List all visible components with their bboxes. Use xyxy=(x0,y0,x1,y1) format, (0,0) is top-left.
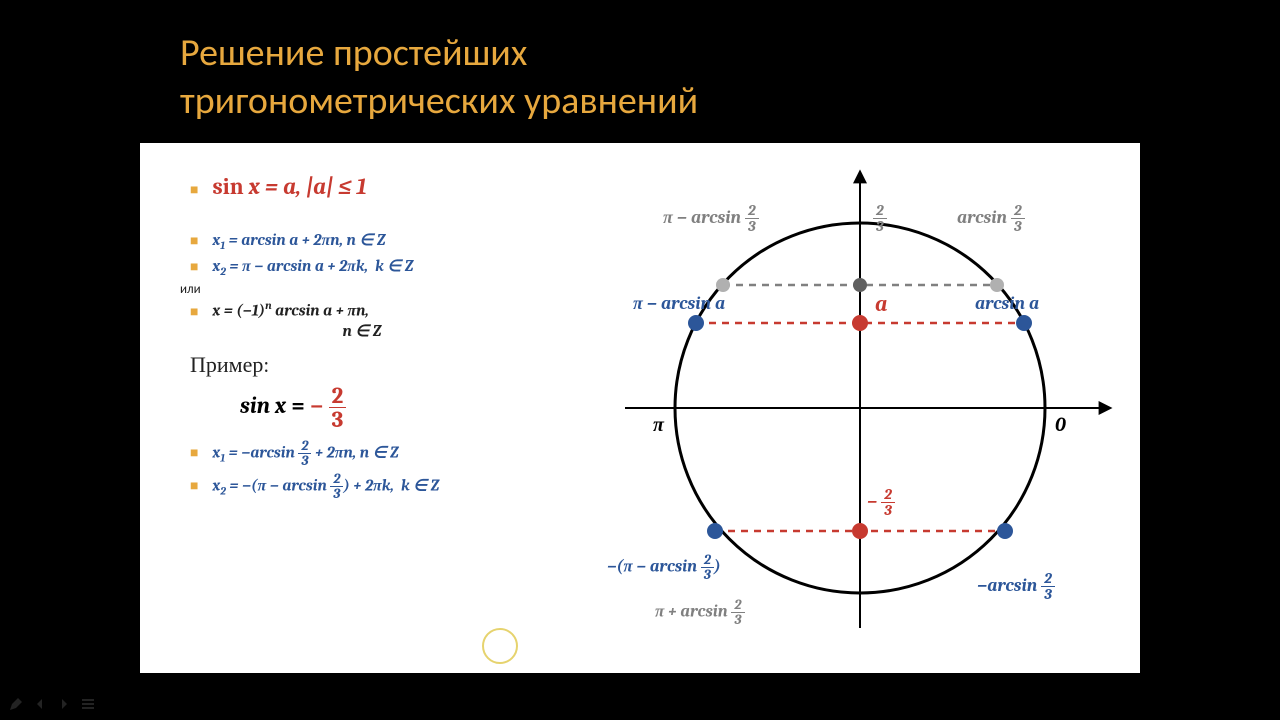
point-a-center-red xyxy=(852,315,868,331)
example-x2-row: ■ x2 = −(π − arcsin 23) + 2πk, k ∈ Z xyxy=(190,472,620,501)
slide-content: ■ sin x = a, |a| ≤ 1 ■ x1 = arcsin a + 2… xyxy=(140,143,1140,673)
bullet-icon: ■ xyxy=(190,303,198,319)
formula-x2-row: ■ x2 = π − arcsin a + 2πk, k ∈ Z xyxy=(190,256,620,278)
bullet-icon: ■ xyxy=(190,181,198,197)
bullet-icon: ■ xyxy=(190,258,198,274)
label-minus-arcsin-23: −arcsin 23 xyxy=(977,571,1055,602)
label-axis-zero: 0 xyxy=(1055,413,1066,436)
menu-icon[interactable] xyxy=(80,696,96,712)
bullet-icon: ■ xyxy=(190,232,198,248)
point-lower-center-red xyxy=(852,523,868,539)
title-line1: Решение простейших xyxy=(180,30,527,76)
example-x1: x1 = −arcsin 23 + 2πn, n ∈ Z xyxy=(212,439,398,468)
slide: Решение простейших тригонометрических ур… xyxy=(140,20,1140,690)
example-x2: x2 = −(π − arcsin 23) + 2πk, k ∈ Z xyxy=(212,472,439,501)
label-pi-plus-arcsin-23: π + arcsin 23 xyxy=(655,598,745,627)
point-upper-center-gray xyxy=(853,278,867,292)
formulas-column: ■ sin x = a, |a| ≤ 1 ■ x1 = arcsin a + 2… xyxy=(190,173,620,505)
label-pi-minus-arcsin-23-gray: π − arcsin 23 xyxy=(663,203,759,234)
label-minus-23: − 23 xyxy=(867,487,895,518)
main-equation-row: ■ sin x = a, |a| ≤ 1 xyxy=(190,173,620,200)
pen-icon[interactable] xyxy=(8,696,24,712)
next-icon[interactable] xyxy=(56,696,72,712)
example-x1-row: ■ x1 = −arcsin 23 + 2πn, n ∈ Z xyxy=(190,439,620,468)
point-upper-right-gray xyxy=(990,278,1004,292)
label-arcsin-a: arcsin a xyxy=(975,293,1039,314)
label-arcsin-23-gray: arcsin 23 xyxy=(957,203,1025,234)
point-lower-left-blue xyxy=(707,523,723,539)
point-upper-left-gray xyxy=(716,278,730,292)
formula-combined-row: ■ x = (−1)n arcsin a + πn, n ∈ Z xyxy=(190,299,620,339)
formula-x2: x2 = π − arcsin a + 2πk, k ∈ Z xyxy=(212,256,413,278)
label-minus-pi-minus-arcsin-23: −(π − arcsin 23) xyxy=(607,553,721,582)
slide-title: Решение простейших тригонометрических ур… xyxy=(140,20,1140,143)
point-lower-right-blue xyxy=(997,523,1013,539)
bullet-icon: ■ xyxy=(190,444,198,460)
main-equation: sin x = a, |a| ≤ 1 xyxy=(212,173,366,200)
example-equation: sin x = − 23 xyxy=(240,384,620,431)
formula-combined: x = (−1)n arcsin a + πn, n ∈ Z xyxy=(212,299,381,339)
cursor-highlight-ring xyxy=(482,628,518,664)
label-axis-23-gray: 23 xyxy=(873,203,887,234)
title-line2: тригонометрических уравнений xyxy=(180,78,698,124)
example-label: Пример: xyxy=(190,352,620,378)
bullet-icon: ■ xyxy=(190,477,198,493)
formula-x1: x1 = arcsin a + 2πn, n ∈ Z xyxy=(212,230,385,252)
label-pi-minus-arcsin-a: π − arcsin a xyxy=(633,293,725,314)
point-a-left-blue xyxy=(688,315,704,331)
presenter-controls xyxy=(0,696,140,716)
formula-x1-row: ■ x1 = arcsin a + 2πn, n ∈ Z xyxy=(190,230,620,252)
or-label: или xyxy=(180,282,620,297)
prev-icon[interactable] xyxy=(32,696,48,712)
label-a: a xyxy=(875,291,887,317)
point-a-right-blue xyxy=(1016,315,1032,331)
label-axis-pi: π xyxy=(653,413,664,437)
unit-circle-diagram: π − arcsin 23 23 arcsin 23 π − arcsin a … xyxy=(595,153,1135,663)
